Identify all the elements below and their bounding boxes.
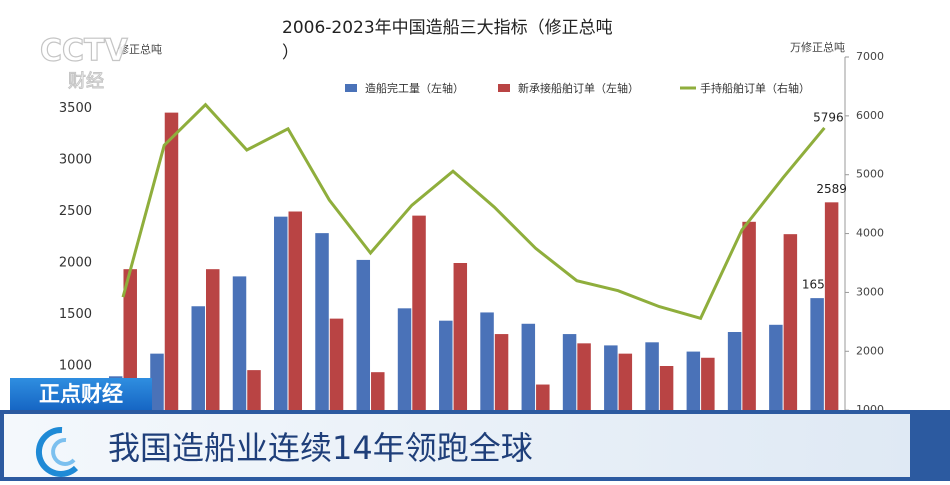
program-tag — [10, 378, 152, 410]
channel-name: 财经 — [68, 71, 104, 92]
y2-tick-label: 4000 — [856, 227, 884, 240]
y2-axis-label: 万修正总吨 — [790, 40, 845, 54]
bar — [274, 216, 288, 469]
logo: CCTV — [40, 34, 128, 69]
tv-overlay: CCTV 财经 正点财经 我国造船业连续14年领跑全球 — [0, 33, 950, 481]
legend-label: 手持船舶订单（右轴） — [700, 81, 810, 95]
data-label: 5796 — [813, 110, 844, 124]
legend: 造船完工量（左轴） 新承接船舶订单（左轴） 手持船舶订单（右轴） — [345, 81, 810, 95]
legend-swatch — [498, 84, 510, 92]
y-tick-label: 2000 — [59, 256, 92, 271]
legend-label: 新承接船舶订单（左轴） — [518, 81, 639, 95]
bar — [824, 202, 839, 469]
y2-tick-label: 5000 — [856, 168, 884, 181]
line — [121, 102, 826, 321]
y-tick-label: 3000 — [59, 153, 92, 168]
y-tick-label: 3500 — [59, 101, 92, 116]
y2-tick-label: 6000 — [856, 109, 884, 122]
bar — [288, 211, 303, 469]
data-label: 1659 — [802, 278, 833, 292]
bar — [742, 221, 756, 469]
headline-bar — [4, 414, 910, 477]
y2-tick-label: 2000 — [856, 344, 884, 357]
legend-label: 造船完工量（左轴） — [365, 81, 464, 95]
y2-tick-label: 3000 — [856, 285, 884, 298]
program-name: 正点财经 — [39, 382, 123, 406]
chart-title: 2006-2023年中国造船三大指标（修正总吨） — [282, 18, 613, 63]
logo-mark — [35, 426, 79, 477]
y-tick-label: 1000 — [59, 359, 92, 374]
y-tick-label: 1500 — [59, 307, 92, 322]
bar — [164, 112, 179, 470]
data-label: 2589 — [816, 182, 847, 196]
legend-swatch — [345, 84, 357, 92]
y2-tick-label: 7000 — [856, 50, 884, 63]
y-axis-label: 修正总吨 — [118, 42, 162, 56]
headline: 我国造船业连续14年领跑全球 — [108, 429, 533, 467]
y-tick-label: 2500 — [59, 204, 92, 219]
bar — [412, 215, 426, 469]
logo-mark — [51, 437, 76, 466]
